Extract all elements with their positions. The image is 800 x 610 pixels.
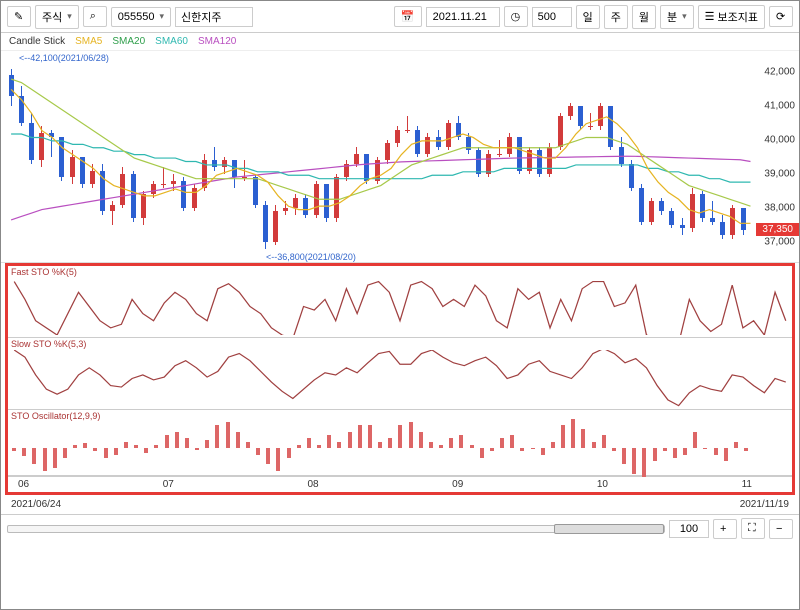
clock-icon[interactable]: ◷ bbox=[504, 6, 528, 27]
calendar-icon[interactable]: 📅 bbox=[394, 6, 422, 27]
date-input[interactable] bbox=[426, 7, 500, 27]
main-candlestick-chart[interactable]: <--42,100(2021/06/28) <--36,800(2021/08/… bbox=[1, 51, 799, 263]
zoom-out-icon[interactable]: − bbox=[769, 519, 793, 539]
zoom-in-icon[interactable]: + bbox=[713, 519, 737, 539]
current-price-label: 37,350 bbox=[756, 223, 799, 236]
high-annotation: <--42,100(2021/06/28) bbox=[19, 53, 109, 63]
legend-sma5: SMA5 bbox=[75, 36, 102, 47]
date-end: 2021/11/19 bbox=[740, 499, 789, 510]
zoom-input[interactable] bbox=[669, 520, 709, 538]
indicator-title: Slow STO %K(5,3) bbox=[11, 339, 86, 349]
period-day-button[interactable]: 일 bbox=[576, 5, 600, 29]
low-annotation: <--36,800(2021/08/20) bbox=[266, 252, 356, 262]
aux-indicator-button[interactable]: ☰ 보조지표 bbox=[698, 5, 765, 29]
slider-thumb[interactable] bbox=[554, 524, 664, 534]
count-input[interactable] bbox=[532, 7, 572, 27]
xaxis-tick: 06 bbox=[18, 479, 29, 490]
xaxis-tick: 09 bbox=[452, 479, 463, 490]
xaxis-tick: 10 bbox=[597, 479, 608, 490]
date-start: 2021/06/24 bbox=[11, 499, 61, 510]
indicator-1[interactable]: Slow STO %K(5,3)105090 bbox=[8, 338, 792, 410]
refresh-icon[interactable]: ⟳ bbox=[769, 6, 793, 27]
indicator-title: STO Oscillator(12,9,9) bbox=[11, 411, 100, 421]
indicator-title: Fast STO %K(5) bbox=[11, 267, 77, 277]
xaxis-tick: 11 bbox=[742, 479, 752, 490]
legend-sma120: SMA120 bbox=[198, 36, 236, 47]
code-select[interactable]: 055550 bbox=[111, 7, 171, 27]
xaxis-tick: 08 bbox=[307, 479, 318, 490]
xaxis-tick: 07 bbox=[163, 479, 174, 490]
search-icon[interactable]: ⌕ bbox=[83, 6, 107, 27]
type-select[interactable]: 주식 bbox=[35, 5, 79, 29]
range-slider[interactable] bbox=[7, 525, 665, 533]
legend: Candle Stick SMA5 SMA20 SMA60 SMA120 bbox=[1, 33, 799, 51]
period-week-button[interactable]: 주 bbox=[604, 5, 628, 29]
indicator-panel: Fast STO %K(5)2060100Slow STO %K(5,3)105… bbox=[5, 263, 795, 495]
legend-sma20: SMA20 bbox=[112, 36, 145, 47]
xaxis: 06 07 08 09 10 11 bbox=[8, 476, 792, 492]
edit-icon[interactable]: ✎ bbox=[7, 6, 31, 27]
period-month-button[interactable]: 월 bbox=[632, 5, 656, 29]
stock-name-input[interactable] bbox=[175, 7, 253, 27]
legend-sma60: SMA60 bbox=[155, 36, 188, 47]
legend-candle: Candle Stick bbox=[9, 36, 65, 47]
fullscreen-icon[interactable]: ⛶ bbox=[741, 518, 765, 539]
period-minute-button[interactable]: 분 bbox=[660, 5, 694, 29]
toolbar: ✎ 주식 ⌕ 055550 📅 ◷ 일 주 월 분 ☰ 보조지표 ⟳ bbox=[1, 1, 799, 33]
footer: + ⛶ − bbox=[1, 514, 799, 542]
indicator-2[interactable]: STO Oscillator(12,9,9)-16016 bbox=[8, 410, 792, 476]
date-range: 2021/06/24 2021/11/19 bbox=[1, 495, 799, 514]
indicator-0[interactable]: Fast STO %K(5)2060100 bbox=[8, 266, 792, 338]
